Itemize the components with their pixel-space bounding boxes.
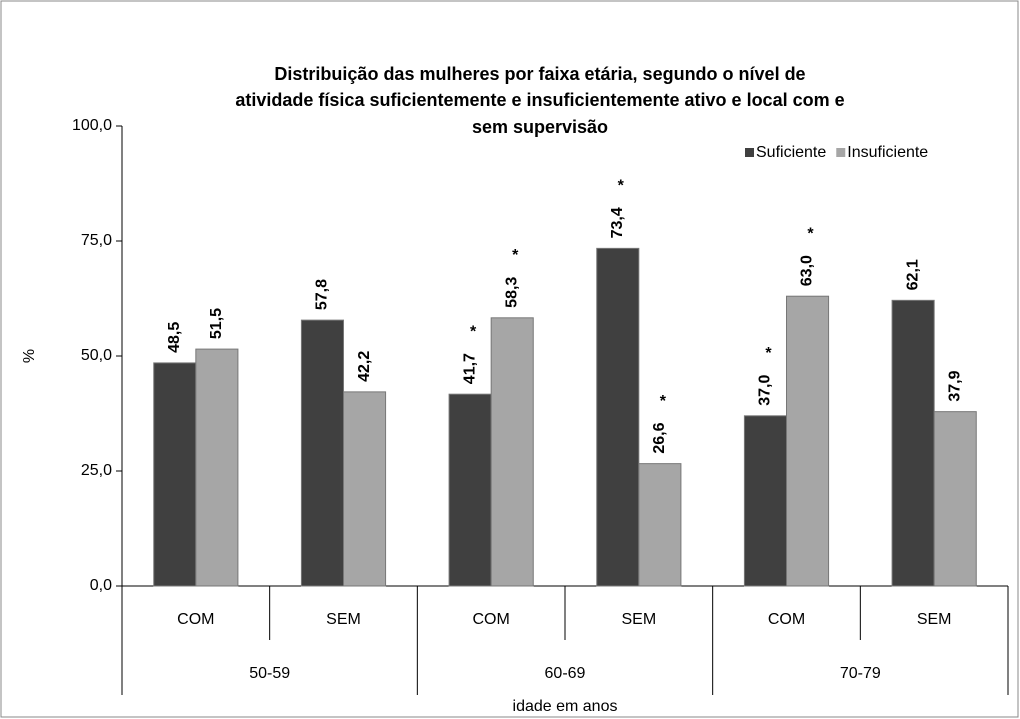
bar [596, 247, 640, 587]
annotation: * [660, 393, 667, 410]
legend-label: Suficiente [756, 144, 826, 161]
y-tick-label: 75,0 [81, 232, 112, 249]
x-tick-label: SEM [917, 611, 952, 628]
data-label: 51,5 [208, 308, 225, 339]
data-label: 48,5 [166, 322, 183, 353]
bar [153, 362, 197, 587]
bar [490, 317, 534, 587]
y-axis-label: % [21, 349, 38, 363]
data-label: 37,0 [757, 375, 774, 406]
data-label: 58,3 [503, 277, 520, 308]
annotation: * [765, 345, 772, 362]
legend-label: Insuficiente [847, 144, 928, 161]
legend-swatch [745, 148, 754, 157]
bar [300, 319, 345, 587]
data-label: 63,0 [799, 255, 816, 286]
annotation: * [512, 247, 519, 264]
x-tick-label: COM [177, 611, 214, 628]
data-label: 41,7 [461, 353, 478, 384]
y-tick-label: 100,0 [72, 117, 112, 134]
annotation: * [618, 178, 625, 195]
bar [786, 295, 830, 587]
x-tick-label: SEM [621, 611, 656, 628]
bar [448, 393, 492, 587]
data-label: 57,8 [314, 279, 331, 310]
y-tick-label: 25,0 [81, 462, 112, 479]
y-tick-label: 50,0 [81, 347, 112, 364]
data-label: 42,2 [356, 351, 373, 382]
data-label: 26,6 [651, 422, 668, 453]
annotation: * [807, 225, 814, 242]
y-tick-label: 0,0 [90, 577, 112, 594]
bar [195, 348, 239, 587]
bar [343, 391, 387, 587]
group-label: 50-59 [249, 665, 290, 682]
bar [743, 415, 787, 587]
x-tick-label: COM [768, 611, 805, 628]
annotation: * [470, 323, 477, 340]
group-label: 70-79 [840, 665, 881, 682]
chart-title: sem supervisão [472, 117, 608, 137]
bar [933, 411, 977, 587]
group-label: 60-69 [545, 665, 586, 682]
chart-title: Distribuição das mulheres por faixa etár… [274, 64, 805, 84]
bar [891, 299, 935, 587]
data-label: 73,4 [609, 207, 626, 238]
data-label: 62,1 [904, 259, 921, 290]
data-label: 37,9 [946, 370, 963, 401]
legend-swatch [836, 148, 846, 157]
chart-title: atividade física suficientemente e insuf… [235, 90, 844, 110]
bar [638, 463, 682, 587]
x-tick-label: COM [473, 611, 510, 628]
x-tick-label: SEM [326, 611, 361, 628]
x-axis-label: idade em anos [513, 698, 618, 715]
